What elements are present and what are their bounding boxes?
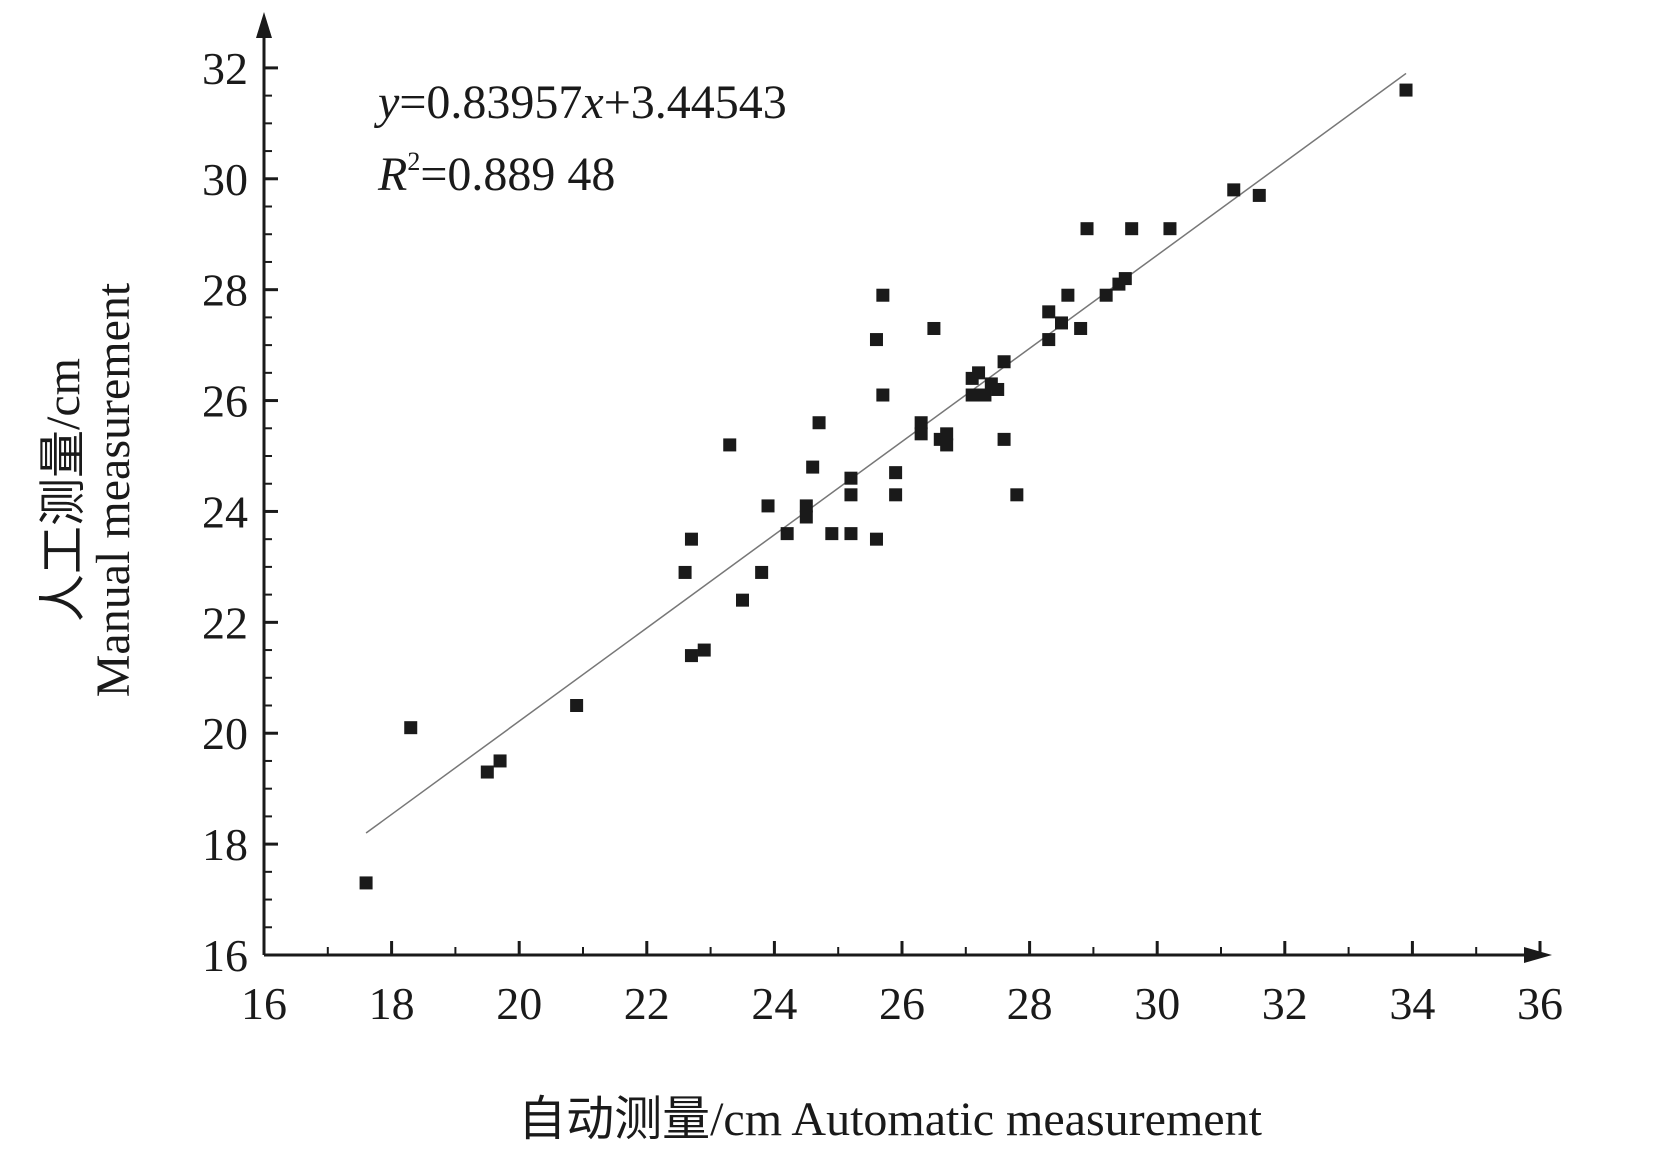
point — [889, 488, 903, 502]
point — [1080, 222, 1094, 236]
equation-part: y — [373, 76, 400, 129]
point — [869, 333, 883, 347]
point — [806, 460, 820, 474]
point — [684, 532, 698, 546]
point — [844, 527, 858, 541]
x-axis-title: 自动测量/cm Automatic measurement — [518, 1093, 1263, 1146]
point — [780, 527, 794, 541]
point — [991, 382, 1005, 396]
point — [965, 388, 979, 402]
x-tick-label: 16 — [241, 978, 287, 1029]
point — [940, 438, 954, 452]
point — [825, 527, 839, 541]
point — [876, 388, 890, 402]
r-squared: R2=0.889 48 — [377, 147, 615, 201]
axes — [262, 30, 1530, 957]
equation-part: +3.44543 — [604, 76, 787, 129]
y-tick-label: 20 — [202, 708, 248, 759]
point — [997, 355, 1011, 369]
y-tick-label: 26 — [202, 376, 248, 427]
point — [1252, 188, 1266, 202]
point — [972, 366, 986, 380]
x-tick-label: 26 — [879, 978, 925, 1029]
point — [799, 510, 813, 524]
point — [1010, 488, 1024, 502]
point — [1074, 321, 1088, 335]
point — [493, 754, 507, 768]
y-tick-label: 28 — [202, 265, 248, 316]
point — [678, 565, 692, 579]
point — [1055, 316, 1068, 330]
x-tick-label: 30 — [1134, 978, 1180, 1029]
x-tick-label: 28 — [1007, 978, 1053, 1029]
point — [997, 432, 1011, 446]
point — [1399, 83, 1413, 97]
point — [697, 643, 711, 657]
r2-part: =0.889 48 — [420, 148, 615, 201]
point — [1227, 183, 1241, 197]
y-tick-label: 32 — [202, 43, 248, 94]
r2-part: 2 — [407, 147, 420, 176]
point — [914, 416, 928, 430]
x-axis-arrow — [1524, 947, 1552, 963]
point — [570, 699, 584, 713]
point — [404, 721, 418, 735]
point — [1099, 288, 1113, 302]
x-tick-label: 34 — [1389, 978, 1435, 1029]
point — [799, 499, 813, 513]
x-tick-label: 32 — [1262, 978, 1308, 1029]
x-tick-label: 24 — [751, 978, 797, 1029]
point — [940, 427, 954, 441]
point — [978, 388, 992, 402]
x-tick-label: 20 — [496, 978, 542, 1029]
point — [684, 649, 698, 663]
y-tick-label: 18 — [202, 819, 248, 870]
point — [869, 532, 883, 546]
r2-part: R — [377, 148, 407, 201]
point — [1042, 305, 1056, 319]
point — [1125, 222, 1139, 236]
point — [844, 471, 858, 485]
point — [755, 565, 769, 579]
point — [889, 466, 903, 480]
point — [927, 321, 941, 335]
point — [812, 416, 826, 430]
point — [761, 499, 775, 513]
equation-part: =0.83957 — [399, 76, 582, 129]
fit-line — [365, 72, 1407, 834]
x-tick-label: 22 — [624, 978, 670, 1029]
point — [914, 427, 928, 441]
equation-part: x — [581, 76, 603, 129]
point — [480, 765, 494, 779]
point — [876, 288, 890, 302]
point — [1118, 272, 1132, 286]
y-tick-label: 22 — [202, 597, 248, 648]
y-tick-label: 24 — [202, 486, 248, 537]
y-tick-label: 30 — [202, 154, 248, 205]
point — [1042, 333, 1056, 347]
y-axis-title: 人工测量/cm Manual measurement — [37, 282, 140, 697]
y-axis-arrow — [256, 12, 272, 38]
point — [844, 488, 858, 502]
y-tick-label: 16 — [202, 930, 248, 981]
point — [1061, 288, 1075, 302]
point — [359, 876, 373, 890]
x-tick-label: 18 — [369, 978, 415, 1029]
y-axis-title-line: Manual measurement — [87, 282, 140, 697]
equation: y=0.83957x+3.44543 — [373, 76, 787, 129]
point — [736, 593, 749, 607]
x-tick-label: 36 — [1517, 978, 1563, 1029]
y-axis-title-line: 人工测量/cm — [37, 358, 90, 622]
point — [723, 438, 737, 452]
point — [1163, 222, 1177, 236]
